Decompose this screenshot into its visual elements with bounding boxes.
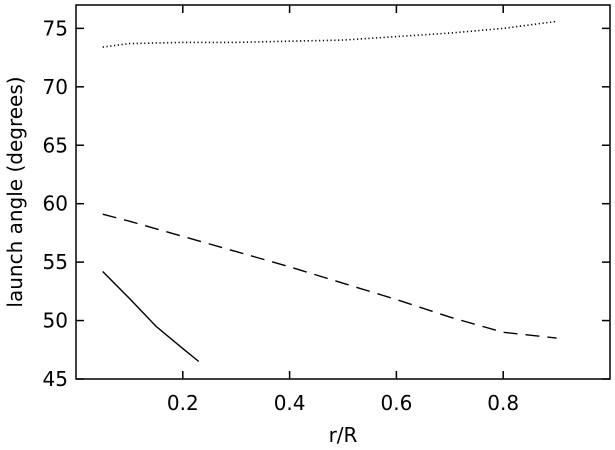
y-tick-label: 75 xyxy=(43,16,68,40)
x-tick-label: 0.4 xyxy=(274,391,306,415)
series-line-dotted xyxy=(102,20,557,48)
y-tick-label: 45 xyxy=(43,367,68,391)
plot-frame xyxy=(75,4,611,380)
x-tick-label: 0.2 xyxy=(167,391,199,415)
y-tick-label: 50 xyxy=(43,309,68,333)
y-tick-label: 60 xyxy=(43,192,68,216)
y-tick-label: 55 xyxy=(43,250,68,274)
x-axis-ticks: 0.2 0.4 0.6 0.8 xyxy=(167,5,519,415)
x-tick-label: 0.6 xyxy=(380,391,412,415)
series-line-dashed xyxy=(102,213,557,339)
y-axis-ticks: 45 50 55 60 65 70 75 xyxy=(43,16,610,391)
y-tick-label: 70 xyxy=(43,75,68,99)
series-line-solid xyxy=(102,271,200,363)
y-axis-label: launch angle (degrees) xyxy=(3,76,27,307)
series-layer xyxy=(102,20,557,363)
y-tick-label: 65 xyxy=(43,133,68,157)
x-axis-label: r/R xyxy=(329,423,358,447)
x-tick-label: 0.8 xyxy=(487,391,519,415)
